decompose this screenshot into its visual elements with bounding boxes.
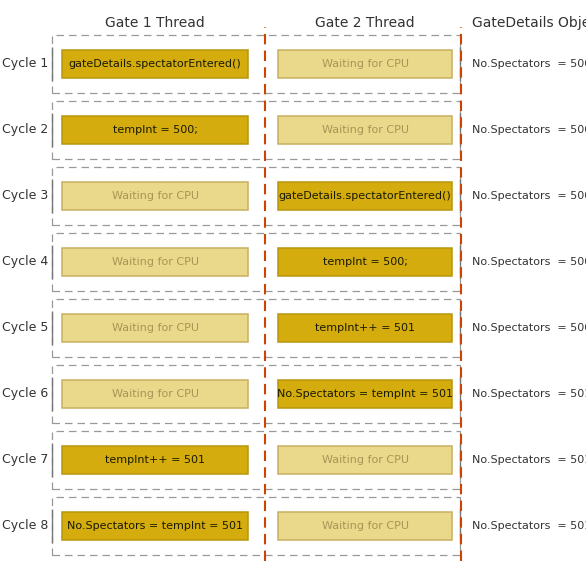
Bar: [278, 446, 452, 474]
Text: Cycle 2: Cycle 2: [2, 123, 48, 137]
Bar: [278, 380, 452, 408]
Bar: [52, 101, 460, 159]
Bar: [52, 365, 460, 423]
Bar: [52, 233, 460, 291]
Text: No.Spectators  = 500: No.Spectators = 500: [472, 125, 586, 135]
Bar: [62, 116, 248, 144]
Bar: [278, 248, 452, 276]
Text: gateDetails.spectatorEntered(): gateDetails.spectatorEntered(): [69, 59, 241, 69]
Text: No.Spectators  = 500: No.Spectators = 500: [472, 59, 586, 69]
Text: Waiting for CPU: Waiting for CPU: [322, 521, 408, 531]
Text: Waiting for CPU: Waiting for CPU: [322, 59, 408, 69]
Text: No.Spectators  = 501: No.Spectators = 501: [472, 389, 586, 399]
Bar: [62, 446, 248, 474]
Bar: [278, 314, 452, 342]
Text: Waiting for CPU: Waiting for CPU: [322, 455, 408, 465]
Bar: [52, 35, 460, 93]
Bar: [52, 299, 460, 357]
Text: Cycle 8: Cycle 8: [2, 519, 49, 533]
Text: Cycle 4: Cycle 4: [2, 255, 48, 269]
Text: No.Spectators  = 500: No.Spectators = 500: [472, 323, 586, 333]
Text: Waiting for CPU: Waiting for CPU: [111, 257, 199, 267]
Bar: [62, 50, 248, 78]
Text: gateDetails.spectatorEntered(): gateDetails.spectatorEntered(): [278, 191, 451, 201]
Text: No.Spectators = tempInt = 501: No.Spectators = tempInt = 501: [67, 521, 243, 531]
Text: Cycle 3: Cycle 3: [2, 189, 48, 203]
Bar: [62, 182, 248, 210]
Text: No.Spectators  = 500: No.Spectators = 500: [472, 191, 586, 201]
Text: No.Spectators  = 501: No.Spectators = 501: [472, 455, 586, 465]
Text: No.Spectators  = 501: No.Spectators = 501: [472, 521, 586, 531]
Text: No.Spectators  = 500: No.Spectators = 500: [472, 257, 586, 267]
Text: Waiting for CPU: Waiting for CPU: [322, 125, 408, 135]
Bar: [278, 116, 452, 144]
Bar: [52, 167, 460, 225]
Bar: [62, 512, 248, 540]
Bar: [278, 182, 452, 210]
Text: Waiting for CPU: Waiting for CPU: [111, 389, 199, 399]
Text: Gate 2 Thread: Gate 2 Thread: [315, 16, 415, 30]
Text: GateDetails Object: GateDetails Object: [472, 16, 586, 30]
Bar: [52, 431, 460, 489]
Text: No.Spectators = tempInt = 501: No.Spectators = tempInt = 501: [277, 389, 453, 399]
Text: tempInt++ = 501: tempInt++ = 501: [315, 323, 415, 333]
Text: Waiting for CPU: Waiting for CPU: [111, 323, 199, 333]
Bar: [278, 512, 452, 540]
Text: Cycle 7: Cycle 7: [2, 453, 49, 467]
Text: Cycle 1: Cycle 1: [2, 57, 48, 71]
Text: tempInt = 500;: tempInt = 500;: [322, 257, 407, 267]
Bar: [52, 497, 460, 555]
Text: Waiting for CPU: Waiting for CPU: [111, 191, 199, 201]
Bar: [278, 50, 452, 78]
Text: Cycle 6: Cycle 6: [2, 387, 48, 401]
Text: tempInt++ = 501: tempInt++ = 501: [105, 455, 205, 465]
Bar: [62, 314, 248, 342]
Text: tempInt = 500;: tempInt = 500;: [113, 125, 197, 135]
Bar: [62, 248, 248, 276]
Bar: [62, 380, 248, 408]
Text: Gate 1 Thread: Gate 1 Thread: [105, 16, 205, 30]
Text: Cycle 5: Cycle 5: [2, 321, 49, 335]
